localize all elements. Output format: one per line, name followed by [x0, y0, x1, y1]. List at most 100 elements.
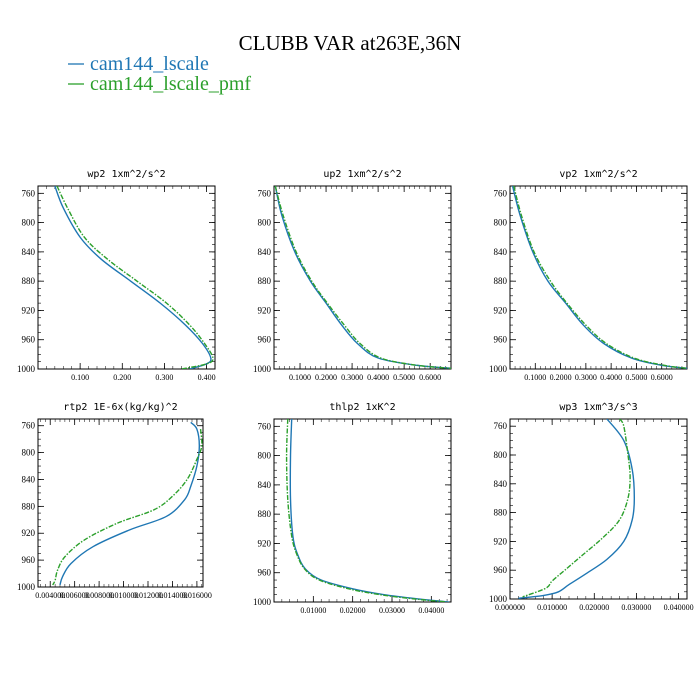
panel-title: thlp2 1xK^2 — [329, 402, 395, 413]
panel-2: vp2 1xm^2/s^2 760 800 840 880 920 960 1000 0.100… — [489, 169, 688, 382]
y-tick-label: 800 — [258, 218, 272, 228]
y-tick-label: 1000 — [253, 597, 272, 607]
panel-frame — [273, 185, 452, 370]
x-tick-label: 0.03000 — [379, 606, 405, 615]
y-tick-label: 920 — [258, 305, 272, 315]
panel-title: wp2 1xm^2/s^2 — [87, 169, 165, 180]
y-tick-label: 760 — [22, 421, 36, 431]
x-tick-label: 0.2000 — [315, 373, 337, 382]
panel-3: rtp2 1E-6x(kg/kg)^2 760 800 840 880 920 960 100… — [17, 402, 212, 600]
panel-1: up2 1xm^2/s^2 760 800 840 880 920 960 1000 0.100… — [253, 169, 452, 382]
y-tick-label: 920 — [258, 538, 272, 548]
panel-frame — [509, 185, 688, 370]
series-line-0 — [54, 186, 212, 369]
y-tick-label: 920 — [494, 305, 508, 315]
x-tick-label: 0.300 — [155, 373, 173, 382]
y-tick-label: 960 — [494, 335, 508, 345]
y-tick-label: 800 — [258, 451, 272, 461]
y-tick-label: 800 — [494, 218, 508, 228]
panel-frame — [37, 185, 216, 370]
y-tick-label: 800 — [22, 218, 36, 228]
y-tick-label: 840 — [22, 474, 36, 484]
x-tick-label: 0.100 — [71, 373, 89, 382]
x-tick-label: 0.6000 — [419, 373, 441, 382]
y-tick-label: 840 — [494, 479, 508, 489]
series-line-0 — [59, 421, 201, 586]
series-line-0 — [518, 419, 636, 599]
series-line-1 — [56, 186, 214, 369]
y-tick-label: 1000 — [17, 364, 36, 374]
y-tick-label: 760 — [22, 188, 36, 198]
y-tick-label: 760 — [258, 421, 272, 431]
x-tick-label: 0.004000 — [35, 591, 65, 600]
y-tick-label: 960 — [22, 555, 36, 565]
y-tick-label: 760 — [494, 421, 508, 431]
y-tick-label: 760 — [494, 188, 508, 198]
panel-frame — [509, 418, 688, 600]
x-tick-label: 0.1000 — [524, 373, 546, 382]
y-tick-label: 960 — [258, 568, 272, 578]
series-line-1 — [274, 186, 451, 369]
y-tick-label: 800 — [494, 450, 508, 460]
y-tick-label: 840 — [494, 247, 508, 257]
series-line-1 — [522, 419, 631, 598]
series-line-1 — [513, 186, 687, 369]
x-tick-label: 0.012000 — [133, 591, 163, 600]
x-tick-label: 0.3000 — [575, 373, 597, 382]
x-tick-label: 0.04000 — [418, 606, 444, 615]
x-tick-label: 0.006000 — [60, 591, 90, 600]
x-tick-label: 0.2000 — [550, 373, 572, 382]
x-tick-label: 0.020000 — [579, 603, 609, 612]
y-tick-label: 880 — [22, 501, 36, 511]
panel-title: wp3 1xm^3/s^3 — [559, 402, 637, 413]
panel-title: vp2 1xm^2/s^2 — [559, 169, 637, 180]
x-tick-label: 0.400 — [198, 373, 216, 382]
panel-0: wp2 1xm^2/s^2 760 800 840 880 920 960 1000 0.100… — [17, 169, 216, 382]
panel-title: up2 1xm^2/s^2 — [323, 169, 401, 180]
x-tick-label: 0.4000 — [367, 373, 389, 382]
y-tick-label: 880 — [258, 509, 272, 519]
panel-title: rtp2 1E-6x(kg/kg)^2 — [63, 402, 177, 413]
x-tick-label: 0.016000 — [182, 591, 212, 600]
x-tick-label: 0.3000 — [341, 373, 363, 382]
x-tick-label: 0.4000 — [600, 373, 622, 382]
x-tick-label: 0.030000 — [621, 603, 651, 612]
y-tick-label: 920 — [494, 536, 508, 546]
x-tick-label: 0.014000 — [157, 591, 187, 600]
y-tick-label: 960 — [258, 335, 272, 345]
y-tick-label: 840 — [22, 247, 36, 257]
x-tick-label: 0.008000 — [84, 591, 114, 600]
legend-label-1: cam144_lscale_pmf — [90, 73, 251, 95]
panel-frame — [273, 418, 452, 603]
x-tick-label: 0.010000 — [537, 603, 567, 612]
y-tick-label: 840 — [258, 480, 272, 490]
y-tick-label: 880 — [258, 276, 272, 286]
series-line-1 — [285, 419, 448, 602]
series-line-1 — [52, 429, 203, 586]
panel-4: thlp2 1xK^2 760 800 840 880 920 960 1000 0.01000… — [253, 402, 452, 615]
series-line-0 — [274, 186, 451, 369]
x-tick-label: 0.02000 — [340, 606, 366, 615]
panel-frame — [37, 418, 204, 588]
y-tick-label: 1000 — [253, 364, 272, 374]
x-tick-label: 0.200 — [113, 373, 131, 382]
y-tick-label: 920 — [22, 528, 36, 538]
y-tick-label: 960 — [494, 565, 508, 575]
y-tick-label: 880 — [22, 276, 36, 286]
y-tick-label: 840 — [258, 247, 272, 257]
x-tick-label: 0.6000 — [651, 373, 673, 382]
series-line-0 — [289, 419, 450, 602]
x-tick-label: 0.040000 — [664, 603, 694, 612]
y-tick-label: 960 — [22, 335, 36, 345]
x-tick-label: 0.5000 — [393, 373, 415, 382]
y-tick-label: 920 — [22, 305, 36, 315]
figure-title: CLUBB VAR at263E,36N — [239, 31, 462, 55]
x-tick-label: 0.000000 — [495, 603, 525, 612]
y-tick-label: 1000 — [17, 582, 36, 592]
panel-5: wp3 1xm^3/s^3 760 800 840 880 920 960 10000.000… — [489, 402, 694, 612]
x-tick-label: 0.01000 — [300, 606, 326, 615]
series-line-0 — [511, 186, 687, 369]
x-tick-label: 0.5000 — [625, 373, 647, 382]
y-tick-label: 1000 — [489, 594, 508, 604]
